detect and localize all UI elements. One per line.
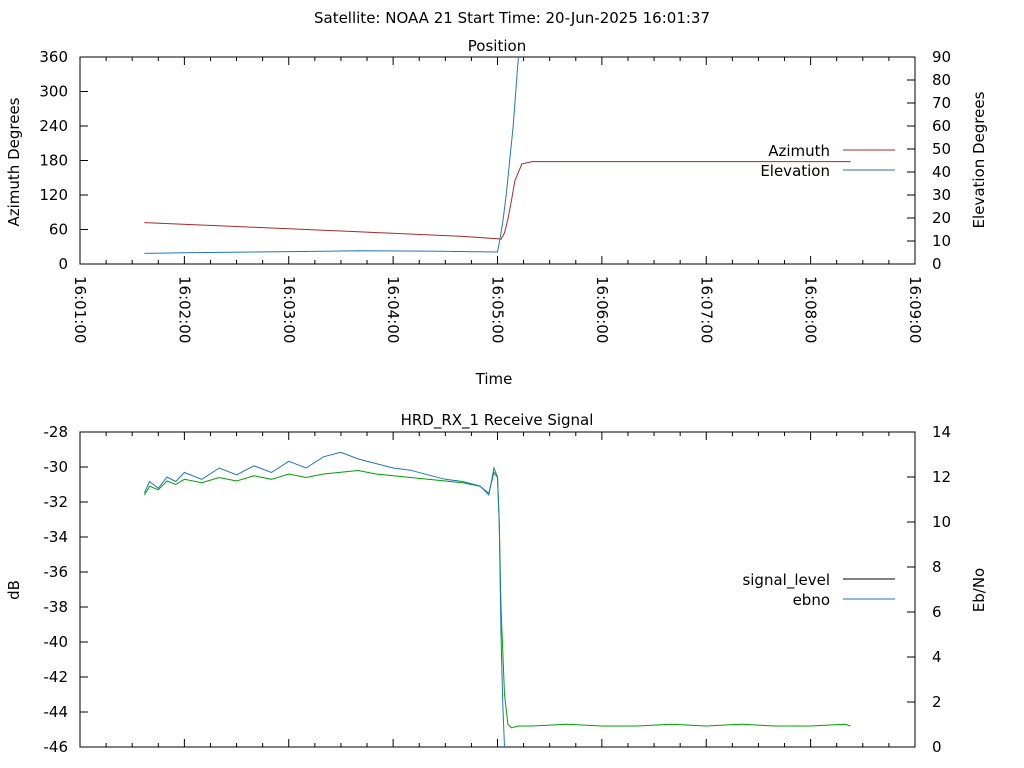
series-line-ebno (143, 451, 505, 748)
receive-signal-chart: HRD_RX_1 Receive Signal dB Eb/No -46-44-… (5, 411, 988, 756)
y2-tick-label: 4 (932, 648, 942, 666)
y-tick-label: -42 (44, 668, 69, 686)
y2-tick-label: 40 (932, 163, 951, 181)
position-chart-title: Position (468, 37, 526, 55)
position-ticks: 16:01:00 16:02:00 16:03:00 16:04:00 16:05:00… (39, 48, 951, 343)
header-title: Satellite: NOAA 21 Start Time: 20-Jun-20… (314, 9, 710, 27)
signal-y2-axis-title: Eb/No (970, 568, 988, 612)
y2-tick-label: 70 (932, 94, 951, 112)
x-tick-label: 16:03:00 (280, 276, 298, 343)
y-tick-label: 300 (39, 83, 68, 101)
y-tick-label: -40 (44, 633, 69, 651)
series-line-azimuth (144, 161, 851, 240)
x-tick-label: 16:06:00 (593, 276, 611, 343)
y2-tick-label: 12 (932, 468, 951, 486)
y2-tick-label: 0 (932, 255, 942, 273)
signal-series (143, 451, 851, 748)
y-tick-label: -28 (44, 423, 69, 441)
x-tick-label: 16:02:00 (175, 276, 193, 343)
position-legend: Azimuth Elevation (760, 142, 895, 180)
legend-label: Azimuth (768, 142, 830, 160)
x-tick-label: 16:09:00 (906, 276, 924, 343)
position-plot-frame (79, 56, 916, 265)
y2-tick-label: 80 (932, 71, 951, 89)
position-series (144, 56, 851, 254)
y2-tick-label: 8 (932, 558, 942, 576)
position-y-axis-title: Azimuth Degrees (5, 97, 23, 226)
series-line-signal-level (143, 469, 851, 729)
y-tick-label: 60 (49, 221, 68, 239)
y2-tick-label: 0 (932, 738, 942, 756)
position-chart: Position Time Azimuth Degrees Elevation … (5, 37, 988, 388)
y2-tick-label: 10 (932, 513, 951, 531)
y-tick-label: 120 (39, 186, 68, 204)
y-tick-label: -44 (44, 703, 69, 721)
signal-ticks: -46 -44 -42 -40 -38 -36 -34 -32 -30 -28 0 2 4 6 8 10 12 1… (44, 423, 952, 756)
x-tick-label: 16:01:00 (71, 276, 89, 343)
x-tick-label: 16:04:00 (384, 276, 402, 343)
y2-tick-label: 90 (932, 48, 951, 66)
signal-chart-title: HRD_RX_1 Receive Signal (401, 411, 594, 430)
x-tick-label: 16:07:00 (697, 276, 715, 343)
x-tick-label: 16:08:00 (802, 276, 820, 343)
y2-tick-label: 20 (932, 209, 951, 227)
y2-tick-label: 14 (932, 423, 951, 441)
y2-tick-label: 30 (932, 186, 951, 204)
y-tick-label: -34 (44, 528, 69, 546)
y-tick-label: 360 (39, 48, 68, 66)
y-tick-label: -30 (44, 458, 69, 476)
y-tick-label: -46 (44, 738, 69, 756)
y-tick-label: -32 (44, 493, 69, 511)
y-tick-label: 240 (39, 117, 68, 135)
y2-tick-label: 6 (932, 603, 942, 621)
position-x-axis-title: Time (475, 370, 513, 388)
legend-label: Elevation (760, 162, 830, 180)
legend-label: signal_level (742, 571, 830, 590)
position-y2-axis-title: Elevation Degrees (970, 91, 988, 228)
x-tick-label: 16:05:00 (489, 276, 507, 343)
signal-y-axis-title: dB (5, 580, 23, 600)
series-line-elevation (144, 56, 519, 254)
y-tick-label: -36 (44, 563, 69, 581)
y2-tick-label: 2 (932, 693, 942, 711)
legend-label: ebno (793, 591, 830, 609)
y-tick-label: 180 (39, 152, 68, 170)
y2-tick-label: 60 (932, 117, 951, 135)
y2-tick-label: 50 (932, 140, 951, 158)
y-tick-label: 0 (58, 255, 68, 273)
y-tick-label: -38 (44, 598, 69, 616)
y2-tick-label: 10 (932, 232, 951, 250)
